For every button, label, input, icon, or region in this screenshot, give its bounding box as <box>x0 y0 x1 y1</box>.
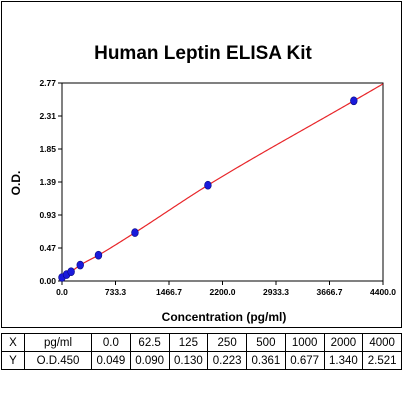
data-point <box>204 180 212 190</box>
fit-curve <box>61 83 384 279</box>
chart-frame: Human Leptin ELISA Kit Concentration (pg… <box>1 1 402 328</box>
table-cell: 1000 <box>284 333 325 352</box>
x-tick-label: 3666.7 <box>317 287 343 297</box>
x-axis-label: Concentration (pg/ml) <box>162 310 287 324</box>
table-cell: 0.223 <box>207 351 247 370</box>
y-tick-label: 1.39 <box>39 177 56 187</box>
data-point <box>76 260 84 270</box>
x-tick-label: 1466.7 <box>156 287 182 297</box>
row-header: Y <box>1 351 25 370</box>
table-cell: 4000 <box>362 333 402 352</box>
y-axis-label: O.D. <box>9 171 23 196</box>
table-cell: 125 <box>168 333 209 352</box>
y-tick-label: 2.31 <box>39 111 56 121</box>
table-cell: 0.090 <box>129 351 170 370</box>
y-tick-label: 0.93 <box>39 210 56 220</box>
table-cell: 0.0 <box>91 333 131 352</box>
table-cell: 2.521 <box>362 351 402 370</box>
table-cell: 2000 <box>323 333 364 352</box>
table-cell: 62.5 <box>129 333 170 352</box>
y-tick-label: 0.47 <box>39 243 56 253</box>
row-unit: pg/ml <box>24 333 92 352</box>
x-tick-label: 2933.3 <box>263 287 289 297</box>
table-cell: 0.677 <box>284 351 325 370</box>
chart-title: Human Leptin ELISA Kit <box>94 43 312 64</box>
row-unit: O.D.450 <box>24 351 92 370</box>
data-point <box>131 228 139 237</box>
x-tick-label: 733.3 <box>105 287 127 297</box>
y-tick-label: 0.00 <box>39 276 56 286</box>
x-tick-label: 2200.0 <box>210 287 236 297</box>
row-header: X <box>1 333 25 352</box>
x-tick-label: 4400.0 <box>370 287 396 297</box>
data-point <box>94 250 103 260</box>
y-tick-label: 2.77 <box>39 78 56 88</box>
data-point <box>67 267 75 277</box>
table-cell: 250 <box>207 333 247 352</box>
y-tick-label: 1.85 <box>39 144 56 154</box>
chart: Human Leptin ELISA Kit Concentration (pg… <box>9 43 396 324</box>
table-cell: 0.130 <box>168 351 209 370</box>
table-cell: 500 <box>246 333 286 352</box>
table-row: Y O.D.450 0.049 0.090 0.130 0.223 0.361 0.677 1.… <box>1 351 402 370</box>
table-cell: 0.049 <box>91 351 131 370</box>
plot-area: 0.0 733.3 1466.7 2200.0 2933.3 3666.7 4400.0 0.… <box>39 78 396 297</box>
table-cell: 0.361 <box>246 351 286 370</box>
x-tick-label: 0.0 <box>56 287 68 297</box>
table-cell: 1.340 <box>323 351 364 370</box>
data-point <box>350 96 358 106</box>
plot-border <box>61 82 384 282</box>
